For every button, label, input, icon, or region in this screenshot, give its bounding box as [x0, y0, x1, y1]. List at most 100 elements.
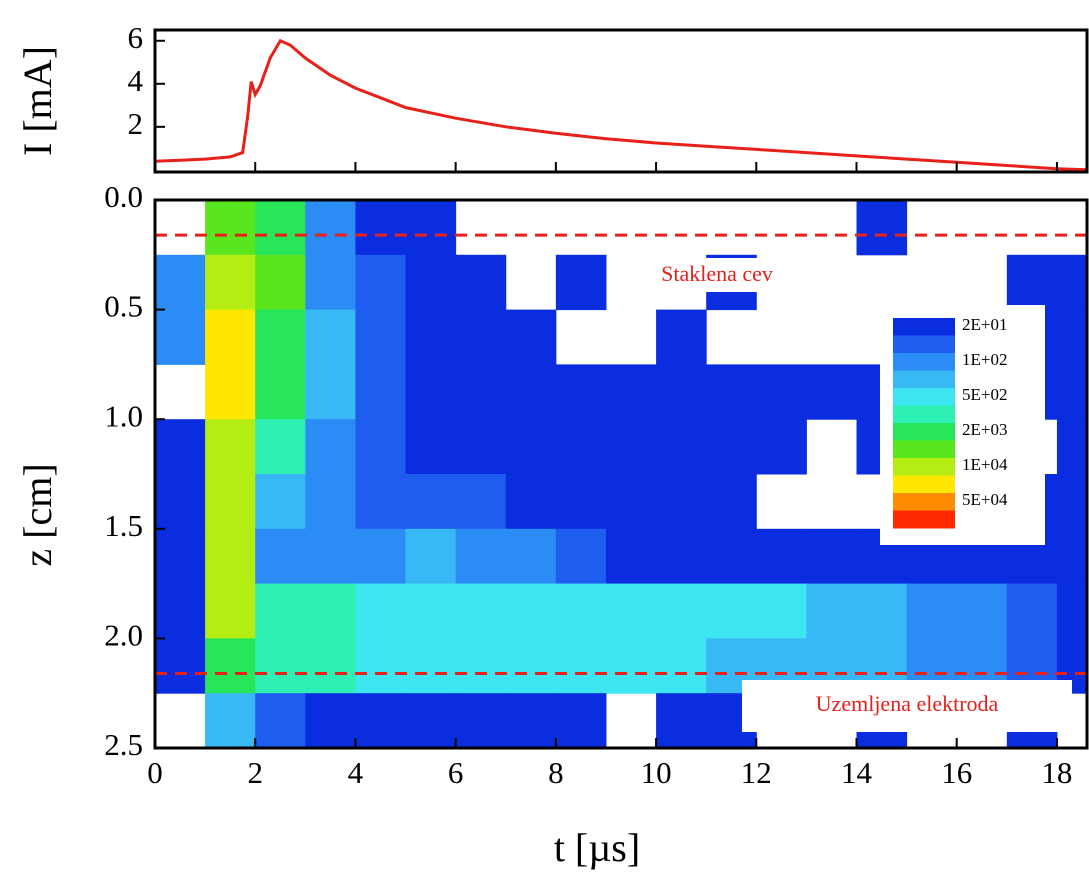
y-tick-label: 6 [128, 20, 144, 55]
contour-cell [756, 528, 807, 585]
x-axis-label: t [µs] [554, 825, 640, 870]
legend-swatch [893, 388, 955, 406]
contour-cell [505, 309, 557, 365]
contour-cell [205, 528, 256, 585]
x-tick-label: 8 [548, 755, 564, 790]
contour-cell [155, 419, 206, 475]
contour-cell [656, 638, 707, 694]
legend-swatch [893, 440, 955, 459]
y-tick-label: 0.5 [104, 289, 143, 324]
contour-cell [706, 474, 757, 530]
contour-cell [305, 419, 356, 475]
contour-cell [455, 474, 507, 530]
legend-label: 2E+01 [962, 315, 1007, 334]
contour-cell [355, 474, 407, 530]
contour-cell [706, 419, 757, 475]
contour-cell [605, 638, 657, 694]
x-tick-label: 16 [941, 755, 972, 790]
contour-cell [355, 254, 407, 311]
contour-cell [656, 309, 707, 365]
contour-cell [455, 583, 507, 639]
contour-cell [205, 364, 256, 420]
contour-cell [305, 200, 356, 256]
contour-cell [555, 364, 607, 420]
contour-cell [555, 638, 607, 694]
contour-cell [455, 419, 507, 475]
contour-cell [605, 583, 657, 639]
contour-cell [155, 474, 206, 530]
contour-cell [405, 254, 457, 311]
x-tick-label: 4 [348, 755, 364, 790]
contour-cell [205, 693, 256, 748]
contour-cell [756, 364, 807, 420]
contour-cell [405, 693, 457, 748]
contour-cell [1056, 583, 1087, 639]
contour-cell [255, 200, 306, 256]
legend-label: 5E+04 [962, 490, 1008, 509]
contour-cell [505, 364, 557, 420]
contour-cell [605, 419, 657, 475]
contour-cell [355, 583, 407, 639]
contour-cell [1056, 364, 1087, 420]
x-tick-label: 0 [147, 755, 163, 790]
y-tick-label: 0.0 [104, 179, 143, 214]
contour-cell [405, 419, 457, 475]
contour-cell [706, 364, 757, 420]
contour-cell [856, 200, 908, 256]
contour-cell [505, 693, 557, 748]
x-tick-label: 2 [247, 755, 263, 790]
contour-cell [906, 583, 958, 639]
contour-cell [255, 583, 306, 639]
contour-cell [505, 474, 557, 530]
contour-cell [455, 693, 507, 748]
legend-swatch [893, 370, 955, 389]
y-axis-label: I [mA] [15, 46, 60, 156]
legend-swatch [893, 318, 955, 336]
contour-cell [255, 474, 306, 530]
contour-cell [656, 693, 707, 748]
contour-cell [505, 419, 557, 475]
contour-cell [205, 309, 256, 365]
contour-cell [355, 638, 407, 694]
current-plot-area [155, 38, 1087, 172]
contour-cell [255, 254, 306, 311]
contour-cell [355, 309, 407, 365]
x-tick-label: 10 [641, 755, 672, 790]
contour-cell [555, 474, 607, 530]
contour-cell [205, 254, 256, 311]
contour-cell [856, 583, 908, 639]
contour-cell [555, 254, 607, 311]
contour-cell [1006, 254, 1058, 311]
contour-cell [405, 309, 457, 365]
legend-swatch [893, 458, 955, 476]
contour-cell [455, 254, 507, 311]
contour-cell [205, 638, 256, 694]
contour-cell [305, 638, 356, 694]
contour-cell [405, 364, 457, 420]
y-tick-label: 4 [128, 63, 144, 98]
legend-label: 2E+03 [962, 420, 1007, 439]
contour-cell [205, 474, 256, 530]
contour-cell [305, 693, 356, 748]
contour-cell [355, 419, 407, 475]
y-tick-label: 1.0 [104, 398, 143, 433]
legend-swatch [893, 335, 955, 354]
current-line [155, 38, 1087, 172]
legend-swatch [893, 353, 955, 371]
contour-cell [455, 309, 507, 365]
contour-cell [1006, 583, 1058, 639]
top-frame [153, 28, 1089, 174]
contour-cell [355, 693, 407, 748]
legend-swatch [893, 510, 955, 529]
contour-cell [255, 364, 306, 420]
contour-cell [255, 638, 306, 694]
contour-cell [405, 638, 457, 694]
legend-swatch [893, 493, 955, 511]
contour-cell [656, 364, 707, 420]
contour-cell [1056, 309, 1087, 365]
contour-cell [756, 419, 807, 475]
contour-cell [155, 309, 206, 365]
contour-cell [505, 638, 557, 694]
contour-cell [706, 583, 757, 639]
legend-swatch [893, 475, 955, 494]
